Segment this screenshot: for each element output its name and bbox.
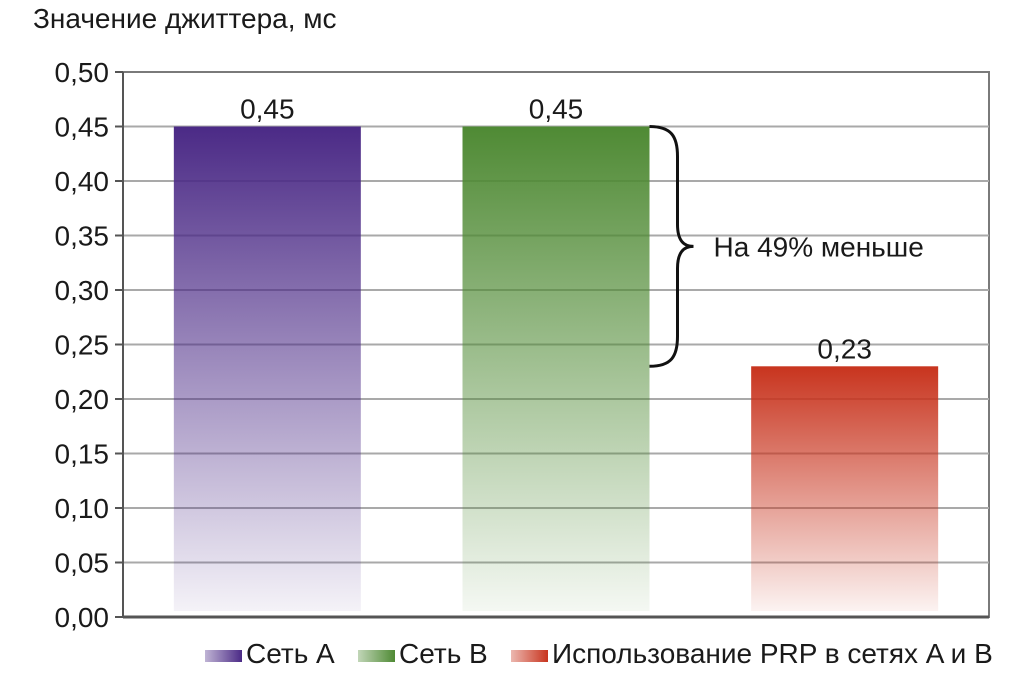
bar-3	[751, 366, 939, 611]
y-axis-title: Значение джиттера, мс	[33, 3, 337, 34]
annotation-text: На 49% меньше	[714, 231, 924, 262]
y-tick-label: 0,50	[55, 57, 110, 88]
y-tick-label: 0,20	[55, 384, 110, 415]
data-label-3: 0,23	[817, 333, 872, 364]
y-tick-label: 0,15	[55, 439, 110, 470]
legend-swatch-1	[205, 650, 242, 662]
y-tick-label: 0,30	[55, 275, 110, 306]
y-tick-label: 0,45	[55, 112, 110, 143]
y-tick-label: 0,00	[55, 602, 110, 633]
legend: Сеть A Сеть B Использование PRP в сетях A …	[205, 638, 993, 669]
legend-label-3: Использование PRP в сетях A и B	[552, 638, 993, 669]
bar-1	[173, 126, 361, 611]
y-tick-label: 0,05	[55, 548, 110, 579]
y-axis: 0,00 0,05 0,10 0,15 0,20 0,25 0,30 0,35 0,40 0,45…	[55, 57, 989, 633]
legend-label-2: Сеть B	[399, 638, 488, 669]
legend-label-1: Сеть A	[246, 638, 335, 669]
legend-swatch-2	[358, 650, 395, 662]
bars	[173, 126, 939, 611]
y-tick-label: 0,25	[55, 330, 110, 361]
curly-brace	[649, 125, 694, 368]
legend-swatch-3	[511, 650, 548, 662]
data-labels: 0,45 0,45 0,23	[240, 94, 872, 365]
difference-annotation: На 49% меньше	[649, 125, 924, 368]
y-tick-label: 0,40	[55, 166, 110, 197]
data-label-1: 0,45	[240, 94, 295, 125]
data-label-2: 0,45	[529, 94, 584, 125]
y-tick-label: 0,35	[55, 221, 110, 252]
y-tick-label: 0,10	[55, 493, 110, 524]
bar-2	[462, 126, 650, 611]
